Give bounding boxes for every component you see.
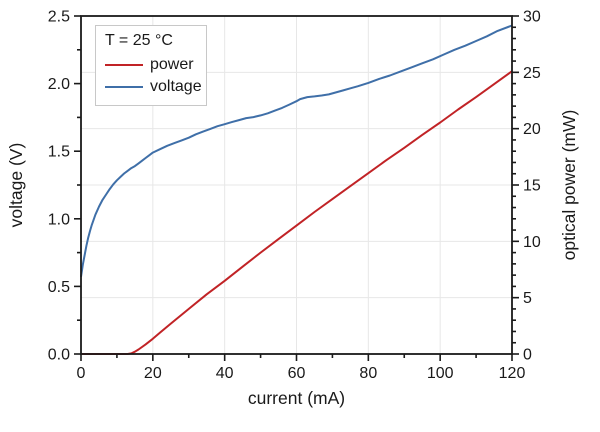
y-right-tick-label: 10 [523,234,541,251]
legend: T = 25 °C power voltage [95,25,207,106]
x-tick-label: 60 [288,365,306,382]
y-left-tick-label: 2.5 [48,9,70,26]
x-tick-label: 80 [359,365,377,382]
y-right-axis-title: optical power (mW) [559,110,579,261]
legend-title: T = 25 °C [105,32,173,49]
y-right-tick-label: 25 [523,65,541,82]
y-left-tick-label: 2.0 [48,76,70,93]
y-right-tick-label: 0 [523,347,532,364]
legend-label-voltage: voltage [150,78,202,95]
x-tick-label: 0 [77,365,86,382]
power-line [81,70,513,355]
y-right-tick-label: 20 [523,121,541,138]
x-tick-label: 100 [427,365,454,382]
x-tick-label: 20 [144,365,162,382]
power-line-swatch [105,64,143,66]
voltage-line-swatch [105,86,143,88]
y-left-axis-title: voltage (V) [6,143,26,228]
y-left-tick-label: 0.0 [48,347,70,364]
x-tick-label: 120 [499,365,526,382]
legend-item-voltage: voltage [105,76,202,98]
x-tick-label: 40 [216,365,234,382]
y-left-tick-label: 0.5 [48,279,70,296]
legend-label-power: power [150,56,194,73]
x-axis-title: current (mA) [248,388,345,408]
y-right-tick-label: 15 [523,178,541,195]
y-left-tick-label: 1.5 [48,144,70,161]
voltage-line [80,24,513,278]
y-right-tick-label: 5 [523,290,532,307]
legend-item-power: power [105,54,198,76]
y-right-tick-label: 30 [523,9,541,26]
y-left-tick-label: 1.0 [48,211,70,228]
